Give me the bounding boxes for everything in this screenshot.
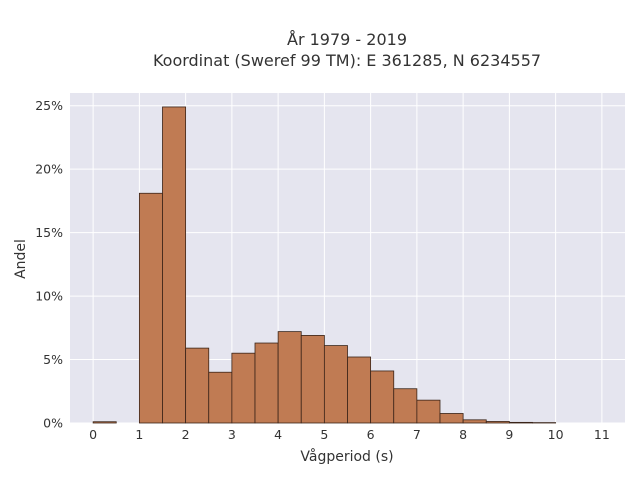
y-tick-label: 0% bbox=[43, 416, 63, 431]
histogram-bar bbox=[508, 421, 533, 424]
y-tick-label: 15% bbox=[35, 225, 63, 240]
x-tick-label: 0 bbox=[89, 427, 97, 442]
x-tick-label: 11 bbox=[594, 427, 610, 442]
histogram-bar bbox=[323, 345, 348, 424]
chart-title-line2: Koordinat (Sweref 99 TM): E 361285, N 62… bbox=[153, 51, 541, 70]
histogram-bar bbox=[162, 106, 187, 424]
y-tick-label: 20% bbox=[35, 162, 63, 177]
x-tick-label: 4 bbox=[274, 427, 282, 442]
x-axis-label: Vågperiod (s) bbox=[300, 448, 393, 465]
x-tick-label: 9 bbox=[505, 427, 513, 442]
histogram-bar bbox=[416, 399, 441, 424]
x-tick-label: 1 bbox=[135, 427, 143, 442]
histogram-bar bbox=[254, 342, 279, 424]
histogram-bar bbox=[138, 192, 163, 424]
histogram-bar bbox=[208, 371, 233, 424]
y-axis-label: Andel bbox=[13, 239, 29, 279]
x-tick-label: 6 bbox=[367, 427, 375, 442]
y-axis-ticks: 0% 5% 10% 15% 20% 25% bbox=[35, 98, 63, 430]
histogram-bar bbox=[347, 356, 372, 424]
x-tick-label: 2 bbox=[182, 427, 190, 442]
histogram-bar bbox=[300, 335, 325, 424]
y-tick-label: 5% bbox=[43, 352, 63, 367]
histogram-bar bbox=[370, 370, 395, 424]
x-tick-label: 5 bbox=[320, 427, 328, 442]
x-tick-label: 10 bbox=[548, 427, 564, 442]
histogram-bar bbox=[277, 331, 302, 424]
histogram-bar bbox=[485, 421, 510, 424]
x-axis-ticks: 0 1 2 3 4 5 6 7 8 9 10 11 bbox=[89, 427, 610, 442]
y-tick-label: 25% bbox=[35, 98, 63, 113]
x-tick-label: 8 bbox=[459, 427, 467, 442]
x-tick-label: 7 bbox=[413, 427, 421, 442]
histogram-bar bbox=[393, 388, 418, 424]
histogram-bar bbox=[462, 419, 487, 424]
x-tick-label: 3 bbox=[228, 427, 236, 442]
histogram-bar bbox=[185, 347, 210, 424]
histogram-bar bbox=[231, 352, 256, 424]
y-tick-label: 10% bbox=[35, 289, 63, 304]
bars bbox=[92, 106, 557, 424]
chart-title-line1: År 1979 - 2019 bbox=[287, 30, 407, 49]
histogram-bar bbox=[92, 421, 117, 424]
histogram-bar bbox=[439, 413, 464, 424]
